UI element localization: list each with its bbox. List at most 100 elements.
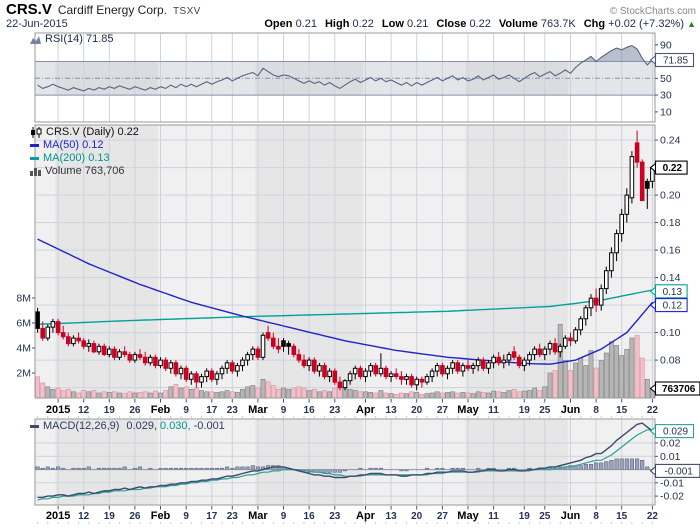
candlestick-icon	[30, 127, 42, 138]
rsi-legend: RSI(14) 71.85	[30, 33, 113, 46]
main-chart-legend: CRS.V (Daily) 0.22 MA(50) 0.12 MA(200) 0…	[30, 126, 139, 178]
x-axis: 2015 12 19 26 Feb 9 17 23 Mar 9 16 23 Apr 13 20 27 May 11…	[37, 399, 658, 524]
title-row: CRS.V Cardiff Energy Corp. TSXV © StockC…	[6, 1, 696, 18]
svg-text:23: 23	[227, 405, 239, 416]
svg-text:2015: 2015	[46, 404, 70, 416]
volume-legend-label: Volume 763,706	[45, 165, 125, 177]
volume-legend-row: Volume 763,706	[30, 165, 139, 178]
svg-text:16: 16	[304, 405, 316, 416]
svg-text:11: 11	[488, 511, 499, 522]
svg-text:27: 27	[437, 405, 449, 416]
svg-text:0.12: 0.12	[663, 301, 683, 312]
macd-legend-label: MACD(12,26,9)	[43, 420, 120, 432]
svg-text:16: 16	[304, 511, 316, 522]
svg-text:8M: 8M	[16, 293, 31, 305]
svg-text:17: 17	[206, 405, 218, 416]
svg-text:19: 19	[519, 511, 531, 522]
quote-change: Chg +0.02 (+7.32%) ▲	[583, 18, 696, 30]
svg-text:0.13: 0.13	[663, 287, 683, 298]
svg-text:71.85: 71.85	[663, 56, 688, 67]
svg-text:2015: 2015	[46, 510, 70, 522]
svg-text:12: 12	[78, 511, 90, 522]
svg-text:20: 20	[411, 511, 423, 522]
macd-signal-line	[37, 429, 653, 501]
quote-date: 22-Jun-2015	[6, 18, 68, 30]
ma50-line	[37, 238, 653, 365]
quote-low: Low 0.21	[381, 18, 429, 30]
svg-text:0.24: 0.24	[660, 135, 681, 147]
ma200-line	[37, 289, 653, 325]
svg-text:13: 13	[386, 511, 398, 522]
svg-text:Jun: Jun	[561, 510, 581, 522]
volume-bars-icon	[30, 167, 41, 176]
chart-header: CRS.V Cardiff Energy Corp. TSXV © StockC…	[6, 1, 696, 30]
axis-value-boxes: 71.85 0.22 0.13 0.12 763706 0.029 -0.001	[649, 52, 700, 478]
rsi-legend-row: RSI(14) 71.85	[30, 33, 113, 46]
svg-text:30: 30	[660, 90, 672, 102]
svg-text:-0.01: -0.01	[660, 477, 684, 489]
svg-text:50: 50	[660, 73, 672, 85]
svg-text:22: 22	[647, 405, 659, 416]
svg-text:0.02: 0.02	[660, 438, 681, 450]
macd-hist-value: -0.001	[193, 420, 225, 432]
macd-legend: MACD(12,26,9) 0.029, 0.030, -0.001	[30, 420, 225, 433]
svg-text:23: 23	[329, 511, 341, 522]
copyright: © StockCharts.com	[609, 6, 696, 17]
svg-text:0.16: 0.16	[660, 245, 681, 257]
svg-text:Feb: Feb	[151, 510, 171, 522]
svg-text:9: 9	[183, 511, 189, 522]
svg-text:9: 9	[281, 405, 287, 416]
macd-signal-value: 0.030,	[160, 420, 191, 432]
quote-high: High 0.22	[324, 18, 374, 30]
svg-text:-0.001: -0.001	[665, 466, 694, 477]
svg-text:8: 8	[593, 405, 599, 416]
svg-text:Apr: Apr	[356, 510, 376, 522]
svg-text:2M: 2M	[16, 368, 31, 380]
svg-text:27: 27	[437, 511, 449, 522]
svg-text:23: 23	[329, 405, 341, 416]
svg-text:6M: 6M	[16, 318, 31, 330]
candlesticks	[35, 130, 655, 391]
svg-text:0.20: 0.20	[660, 190, 681, 202]
vertical-gridlines	[57, 33, 653, 505]
svg-text:90: 90	[660, 39, 672, 51]
svg-text:0.08: 0.08	[660, 355, 681, 367]
svg-text:0.22: 0.22	[663, 163, 683, 174]
svg-text:25: 25	[539, 405, 551, 416]
svg-text:9: 9	[183, 405, 189, 416]
svg-text:Apr: Apr	[356, 404, 376, 416]
rsi-area-icon	[30, 35, 41, 45]
svg-text:26: 26	[129, 405, 141, 416]
svg-text:9: 9	[281, 511, 287, 522]
ma50-legend-label: MA(50) 0.12	[43, 139, 104, 151]
up-arrow-icon: ▲	[687, 19, 696, 29]
svg-text:0.14: 0.14	[660, 272, 681, 284]
macd-legend-row: MACD(12,26,9) 0.029, 0.030, -0.001	[30, 420, 225, 433]
ma200-legend-label: MA(200) 0.13	[43, 152, 110, 164]
ma200-legend-row: MA(200) 0.13	[30, 152, 139, 165]
exchange-name: TSXV	[173, 6, 201, 17]
svg-text:0.01: 0.01	[660, 451, 681, 463]
svg-text:13: 13	[386, 405, 398, 416]
svg-text:4M: 4M	[16, 343, 31, 355]
svg-text:Jun: Jun	[561, 404, 581, 416]
macd-legend-values: 0.029, 0.030, -0.001	[123, 420, 224, 433]
macd-main-line	[37, 422, 653, 499]
svg-text:Mar: Mar	[248, 510, 268, 522]
rsi-series	[35, 44, 655, 92]
macd-line-icon	[30, 425, 39, 428]
svg-text:Mar: Mar	[248, 404, 268, 416]
svg-text:26: 26	[129, 511, 141, 522]
svg-text:10: 10	[660, 106, 672, 118]
svg-text:25: 25	[539, 511, 551, 522]
rsi-legend-label: RSI(14) 71.85	[45, 33, 114, 45]
ma50-legend-row: MA(50) 0.12	[30, 139, 139, 152]
svg-text:12: 12	[78, 405, 90, 416]
symbol-legend-label: CRS.V (Daily) 0.22	[46, 126, 139, 138]
svg-text:11: 11	[488, 405, 499, 416]
ma50-line-icon	[30, 144, 39, 147]
ma200-line-icon	[30, 157, 39, 160]
ticker-symbol: CRS.V	[6, 1, 52, 18]
